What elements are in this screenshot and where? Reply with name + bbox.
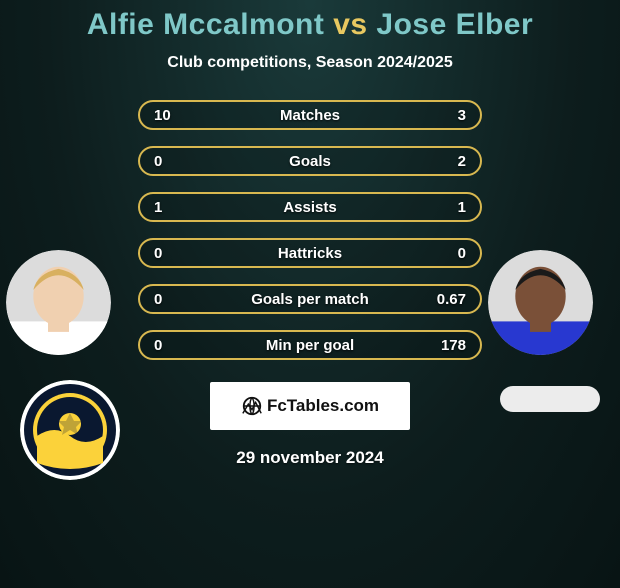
stat-label: Hattricks <box>140 245 480 262</box>
player1-avatar <box>6 250 111 355</box>
stat-bar: 0Min per goal178 <box>138 330 482 360</box>
player2-name: Jose Elber <box>376 8 533 41</box>
snapshot-date: 29 november 2024 <box>0 448 620 468</box>
season-subtitle: Club competitions, Season 2024/2025 <box>0 54 620 72</box>
stat-label: Matches <box>140 107 480 124</box>
stat-label: Assists <box>140 199 480 216</box>
stat-bar: 0Goals2 <box>138 146 482 176</box>
vs-text: vs <box>333 8 367 41</box>
fctables-logo-icon <box>241 395 263 417</box>
stat-bar: 10Matches3 <box>138 100 482 130</box>
stat-bar: 0Hattricks0 <box>138 238 482 268</box>
brand-badge: FcTables.com <box>210 382 410 430</box>
player2-avatar <box>488 250 593 355</box>
stat-bar: 1Assists1 <box>138 192 482 222</box>
player2-club-badge <box>500 386 600 412</box>
stats-bars: 10Matches3 0Goals2 1Assists1 0Hattricks0 0Go… <box>138 100 482 360</box>
player1-name: Alfie Mccalmont <box>87 8 325 41</box>
stat-label: Goals <box>140 153 480 170</box>
stat-bar: 0Goals per match0.67 <box>138 284 482 314</box>
comparison-title: Alfie Mccalmont vs Jose Elber <box>0 8 620 42</box>
stat-label: Min per goal <box>140 337 480 354</box>
brand-text: FcTables.com <box>267 396 379 416</box>
stat-label: Goals per match <box>140 291 480 308</box>
